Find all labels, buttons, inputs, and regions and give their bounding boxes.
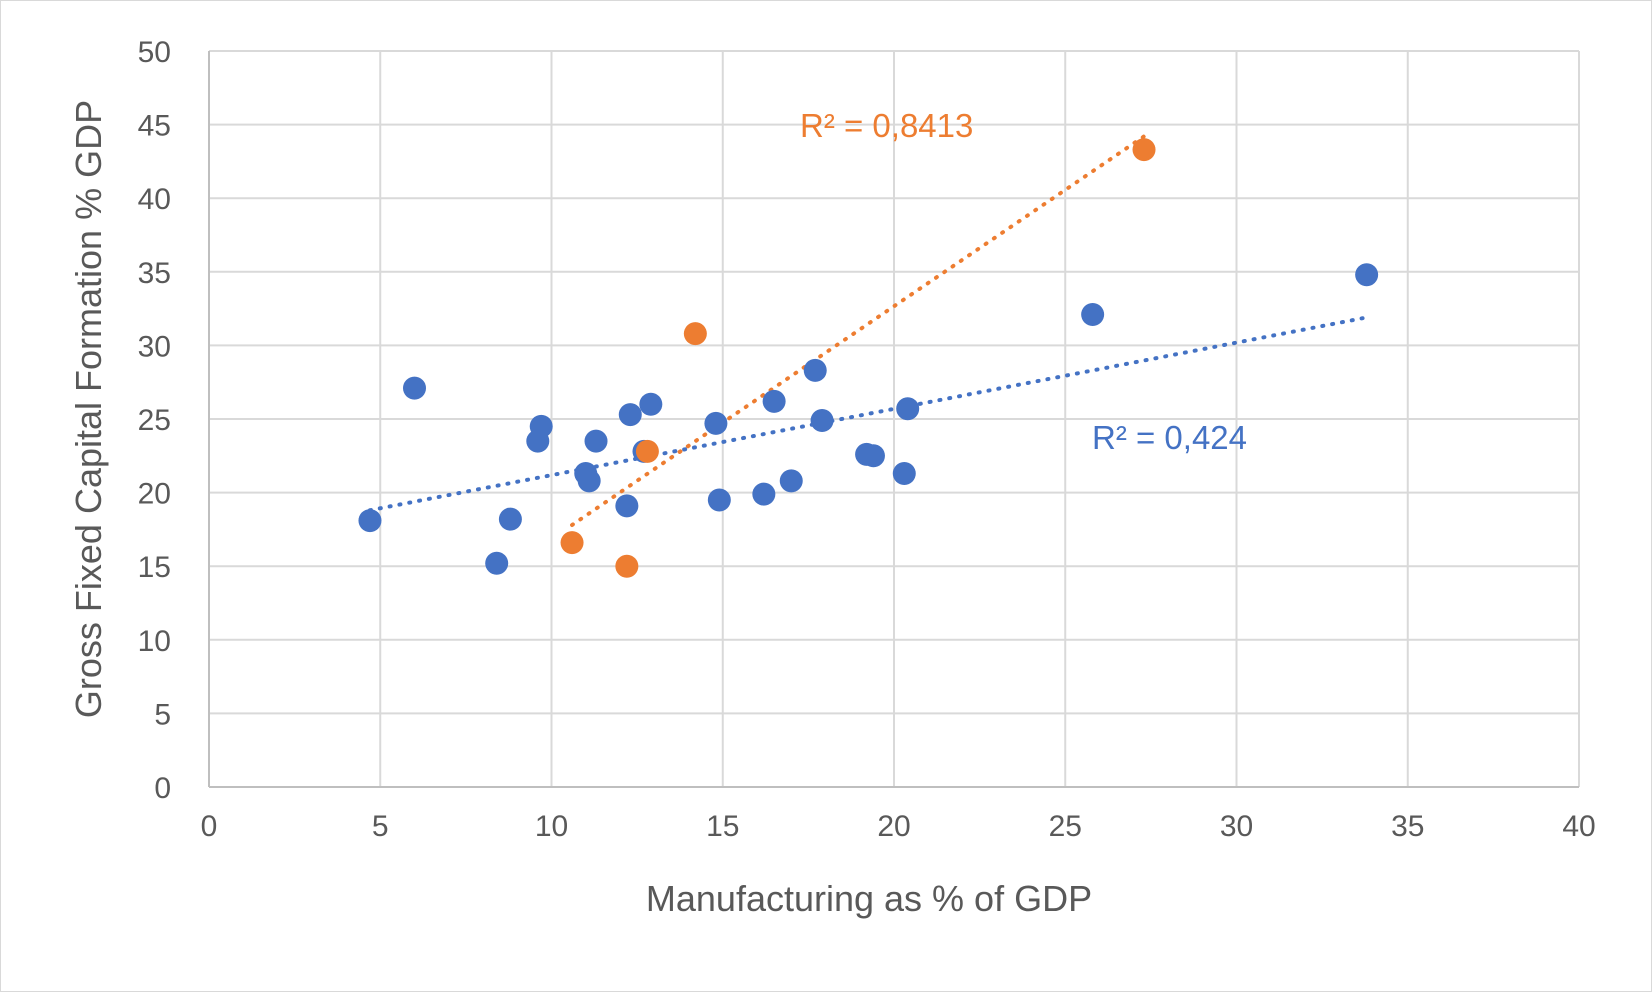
data-point-series-1 bbox=[683, 322, 707, 346]
data-point-series-0 bbox=[403, 376, 426, 400]
data-point-series-0 bbox=[618, 403, 642, 427]
data-point-series-0 bbox=[1355, 263, 1379, 287]
data-point-series-0 bbox=[639, 392, 663, 416]
r2-label-orange: R² = 0,8413 bbox=[800, 107, 973, 144]
x-tick-label: 25 bbox=[1049, 810, 1082, 843]
y-tick-label: 50 bbox=[138, 36, 171, 69]
data-point-series-0 bbox=[485, 551, 509, 575]
y-tick-label: 10 bbox=[138, 625, 171, 658]
trendline-series-1 bbox=[570, 134, 1147, 527]
data-point-series-0 bbox=[810, 408, 834, 432]
x-tick-label: 15 bbox=[706, 810, 739, 843]
y-tick-label: 40 bbox=[138, 183, 171, 216]
x-tick-label: 10 bbox=[535, 810, 568, 843]
axes bbox=[208, 51, 1579, 788]
data-point-series-0 bbox=[861, 444, 885, 468]
trendline-series-0 bbox=[367, 315, 1369, 513]
data-point-series-0 bbox=[707, 488, 731, 512]
x-tick-label: 40 bbox=[1562, 810, 1595, 843]
x-tick-label: 5 bbox=[372, 810, 389, 843]
tick-labels: 0 5 10 15 20 25 30 35 40 0 5 10 15 20 25 30 35 40 45 50 bbox=[138, 36, 1596, 843]
x-tick-label: 35 bbox=[1391, 810, 1424, 843]
y-axis-title: Gross Fixed Capital Formation % GDP bbox=[68, 100, 109, 718]
data-point-series-0 bbox=[615, 494, 639, 518]
x-tick-label: 0 bbox=[201, 810, 218, 843]
y-tick-label: 30 bbox=[138, 330, 171, 363]
data-point-series-0 bbox=[762, 389, 786, 413]
data-point-series-0 bbox=[1081, 302, 1105, 326]
data-point-series-0 bbox=[779, 469, 803, 493]
y-tick-label: 45 bbox=[138, 110, 171, 143]
y-tick-label: 35 bbox=[138, 257, 171, 290]
data-point-series-0 bbox=[584, 429, 608, 453]
y-tick-label: 0 bbox=[154, 772, 171, 805]
x-tick-label: 20 bbox=[877, 810, 910, 843]
y-tick-label: 15 bbox=[138, 551, 171, 584]
y-tick-label: 20 bbox=[138, 478, 171, 511]
data-point-series-0 bbox=[577, 469, 601, 493]
data-point-series-1 bbox=[615, 554, 639, 578]
data-point-series-0 bbox=[892, 461, 916, 485]
gridlines bbox=[209, 50, 1580, 787]
data-points bbox=[358, 138, 1379, 578]
data-point-series-1 bbox=[635, 439, 659, 463]
x-tick-label: 30 bbox=[1220, 810, 1253, 843]
data-point-series-0 bbox=[752, 482, 776, 506]
r2-label-blue: R² = 0,424 bbox=[1092, 419, 1247, 456]
data-point-series-0 bbox=[358, 509, 382, 533]
y-tick-label: 25 bbox=[138, 404, 171, 437]
data-point-series-0 bbox=[803, 358, 827, 382]
data-point-series-1 bbox=[1132, 138, 1156, 162]
data-point-series-0 bbox=[498, 507, 522, 531]
data-point-series-0 bbox=[896, 397, 920, 421]
y-tick-label: 5 bbox=[154, 698, 171, 731]
x-axis-title: Manufacturing as % of GDP bbox=[646, 878, 1092, 919]
data-point-series-0 bbox=[529, 414, 553, 438]
trendlines bbox=[367, 134, 1369, 527]
data-point-series-1 bbox=[560, 531, 584, 555]
data-point-series-0 bbox=[704, 411, 728, 435]
